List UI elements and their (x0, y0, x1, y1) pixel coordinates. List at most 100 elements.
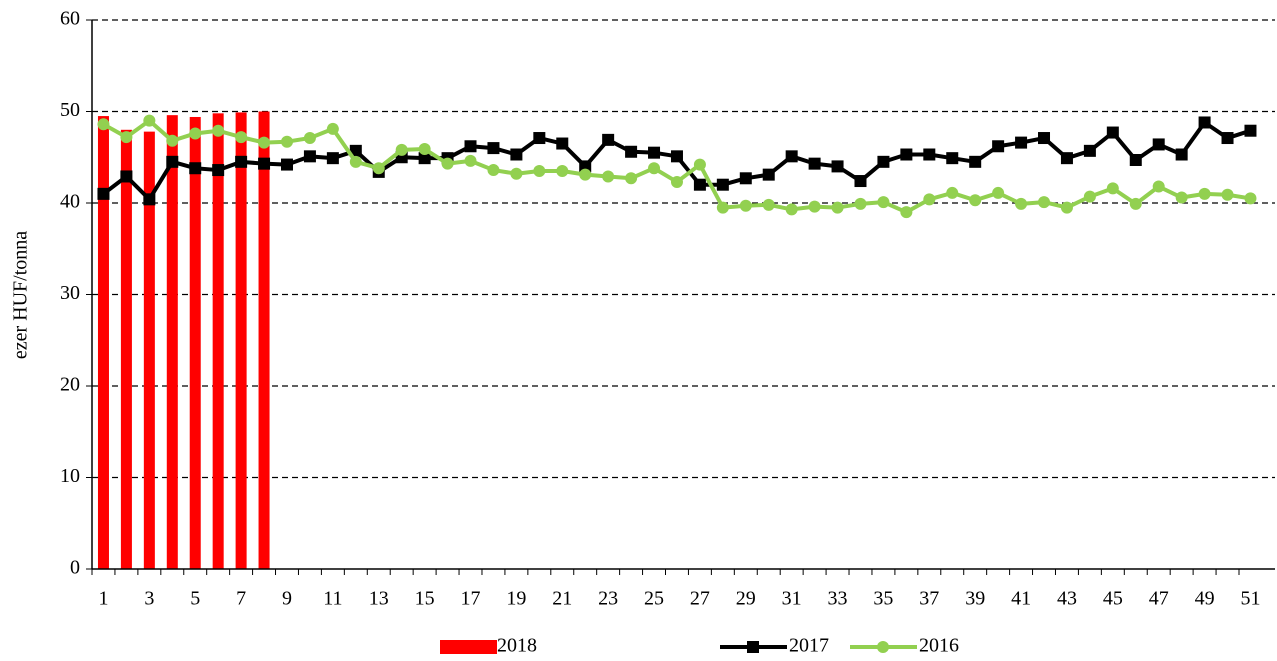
x-tick-label: 11 (323, 588, 342, 610)
marker (143, 193, 156, 206)
marker (992, 140, 1005, 153)
marker (1106, 126, 1119, 139)
marker (1129, 153, 1142, 166)
marker (97, 187, 110, 200)
marker (326, 122, 339, 135)
marker (670, 175, 683, 188)
marker (556, 137, 569, 150)
marker (143, 114, 156, 127)
marker (556, 164, 569, 177)
marker (418, 152, 431, 165)
bar (97, 116, 109, 569)
marker (1152, 138, 1165, 151)
marker (280, 158, 293, 171)
x-tick-label: 9 (282, 588, 292, 610)
line (102, 118, 1251, 215)
marker (533, 164, 546, 177)
marker (900, 206, 913, 219)
x-tick-label: 47 (1149, 588, 1169, 610)
marker (1106, 182, 1119, 195)
marker (212, 124, 225, 137)
marker (602, 170, 615, 183)
bar (120, 129, 132, 570)
marker (258, 136, 271, 149)
x-tick-label: 37 (919, 588, 939, 610)
legend-label: 2018 (497, 635, 537, 657)
marker (969, 194, 982, 207)
x-tick-label: 17 (461, 588, 481, 610)
marker (1015, 136, 1028, 149)
marker (166, 155, 179, 168)
marker (808, 157, 821, 170)
marker (579, 168, 592, 181)
marker (1083, 144, 1096, 157)
x-tick-label: 13 (369, 588, 389, 610)
marker (1060, 152, 1073, 165)
legend-label: 2017 (789, 635, 829, 657)
x-tick-label: 51 (1240, 588, 1260, 610)
marker (854, 197, 867, 210)
bar (258, 111, 270, 569)
marker (625, 145, 638, 158)
y-tick-label: 30 (60, 282, 80, 304)
marker (625, 172, 638, 185)
marker (648, 162, 661, 175)
y-tick-label: 40 (60, 191, 80, 213)
marker (120, 131, 133, 144)
marker (670, 150, 683, 163)
legend-marker (877, 641, 889, 653)
marker (1129, 197, 1142, 210)
marker (1038, 196, 1051, 209)
marker (303, 132, 316, 145)
y-tick-label: 60 (60, 8, 80, 30)
marker (1244, 192, 1257, 205)
marker (487, 164, 500, 177)
y-tick-label: 10 (60, 465, 80, 487)
legend-marker (747, 641, 759, 653)
marker (831, 160, 844, 173)
x-tick-label: 29 (736, 588, 756, 610)
marker (739, 172, 752, 185)
marker (785, 150, 798, 163)
x-tick-label: 1 (98, 588, 108, 610)
marker (1175, 191, 1188, 204)
x-tick-label: 49 (1195, 588, 1215, 610)
marker (579, 160, 592, 173)
bar (189, 116, 201, 570)
marker (1244, 124, 1257, 137)
marker (464, 140, 477, 153)
marker (762, 198, 775, 211)
y-tick-label: 20 (60, 374, 80, 396)
marker (992, 186, 1005, 199)
x-tick-label: 15 (415, 588, 435, 610)
marker (946, 152, 959, 165)
marker (877, 196, 890, 209)
marker (326, 152, 339, 165)
marker (648, 146, 661, 159)
marker (1221, 132, 1234, 145)
bar (166, 115, 178, 569)
marker (395, 143, 408, 156)
marker (235, 131, 248, 144)
marker (349, 144, 362, 157)
marker (923, 148, 936, 161)
y-tick-label: 0 (70, 557, 80, 579)
x-tick-label: 27 (690, 588, 710, 610)
marker (533, 132, 546, 145)
x-tick-label: 41 (1011, 588, 1031, 610)
marker (716, 201, 729, 214)
marker (716, 178, 729, 191)
legend-label: 2016 (919, 635, 959, 657)
marker (1198, 187, 1211, 200)
marker (303, 150, 316, 163)
marker (762, 168, 775, 181)
x-tick-label: 23 (598, 588, 618, 610)
x-tick-label: 5 (190, 588, 200, 610)
marker (1198, 116, 1211, 129)
y-tick-label: 50 (60, 99, 80, 121)
marker (349, 155, 362, 168)
marker (1060, 201, 1073, 214)
marker (189, 162, 202, 175)
marker (372, 162, 385, 175)
